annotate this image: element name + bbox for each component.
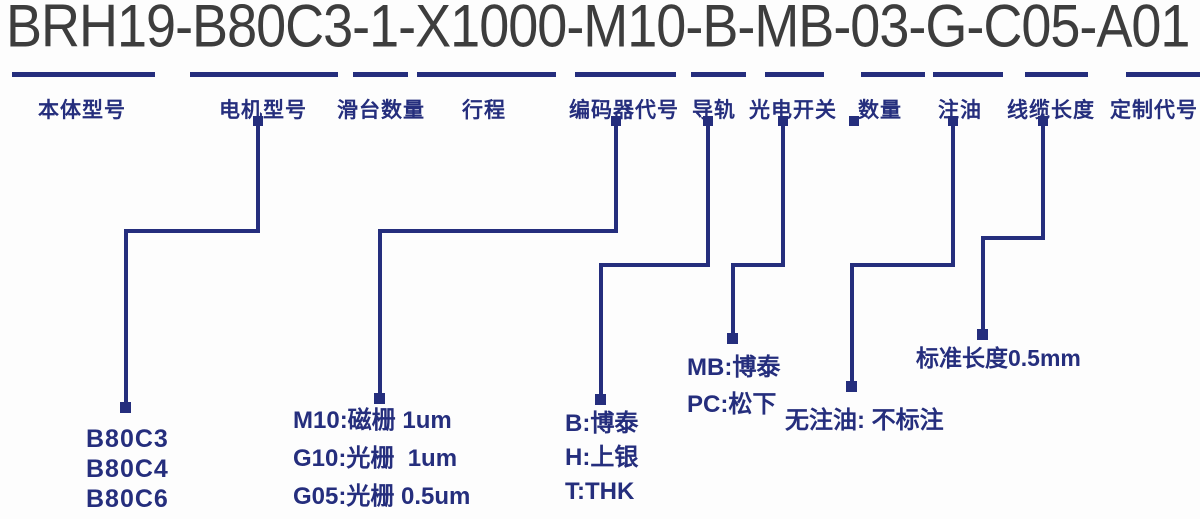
connector-encoder [378, 122, 618, 397]
segment-underline-cable [1025, 72, 1088, 77]
option-line: M10:磁栅 1um [293, 407, 452, 434]
stub-marker-quantity [849, 116, 859, 126]
end-marker-oil [846, 381, 857, 392]
option-line: 无注油: 不标注 [785, 407, 944, 434]
model-number-title: BRH19-B80C3-1-X1000-M10-B-MB-03-G-C05-A0… [6, 0, 1190, 60]
segment-underline-body [12, 72, 155, 77]
end-marker-encoder [374, 393, 385, 404]
segment-underline-quantity [861, 72, 925, 77]
encoder-options: M10:磁栅 1um G10:光栅 1um G05:光栅 0.5um [293, 402, 470, 516]
end-marker-switch [727, 333, 738, 344]
motor-options: B80C3 B80C4 B80C6 [86, 424, 169, 514]
connector-oil [850, 122, 955, 386]
option-line: H:上银 [565, 444, 639, 471]
stub-marker-motor [253, 116, 263, 126]
stub-marker-cable [1038, 116, 1048, 126]
connector-rail [599, 122, 710, 398]
field-label-body: 本体型号 [38, 99, 126, 122]
segment-underline-stroke [417, 72, 556, 77]
option-line: MB:博泰 [687, 354, 781, 381]
option-line: B80C6 [86, 485, 169, 513]
stub-marker-switch [778, 116, 788, 126]
oil-note: 无注油: 不标注 [785, 400, 944, 435]
stub-marker-rail [703, 116, 713, 126]
segment-underline-sliders [353, 72, 408, 77]
segment-underline-encoder [575, 72, 676, 77]
field-label-rail: 导轨 [692, 99, 736, 122]
connector-motor [124, 122, 260, 406]
stub-marker-encoder [611, 116, 621, 126]
option-line: PC:松下 [687, 391, 777, 418]
segment-underline-rail [691, 72, 746, 77]
segment-underline-custom [1126, 72, 1200, 77]
option-line: G10:光栅 1um [293, 445, 458, 472]
field-label-sliders: 滑台数量 [337, 99, 425, 122]
rail-options: B:博泰 H:上银 T:THK [565, 407, 638, 509]
segment-underline-motor [190, 72, 338, 77]
field-label-encoder: 编码器代号 [569, 99, 679, 122]
option-line: B80C3 [86, 425, 169, 453]
field-label-cable: 线缆长度 [1007, 99, 1095, 122]
end-marker-rail [595, 394, 606, 405]
option-line: G05:光栅 0.5um [293, 483, 471, 510]
field-label-custom: 定制代号 [1110, 99, 1198, 122]
connector-switch [731, 122, 785, 338]
cable-note: 标准长度0.5mm [916, 339, 1081, 373]
option-line: B:博泰 [565, 410, 639, 437]
stub-marker-oil [948, 116, 958, 126]
connector-cable [981, 122, 1045, 334]
field-label-motor: 电机型号 [219, 99, 307, 122]
end-marker-cable [977, 329, 988, 340]
option-line: B80C4 [86, 455, 169, 483]
segment-underline-switch [765, 72, 824, 77]
field-label-switch: 光电开关 [749, 99, 837, 122]
end-marker-motor [120, 402, 131, 413]
segment-underline-oil [933, 72, 1003, 77]
option-line: T:THK [565, 478, 635, 505]
field-label-stroke: 行程 [462, 99, 506, 122]
photo-switch-options: MB:博泰 PC:松下 [687, 349, 780, 423]
field-label-quantity: 数量 [858, 99, 902, 122]
option-line: 标准长度0.5mm [916, 345, 1081, 371]
